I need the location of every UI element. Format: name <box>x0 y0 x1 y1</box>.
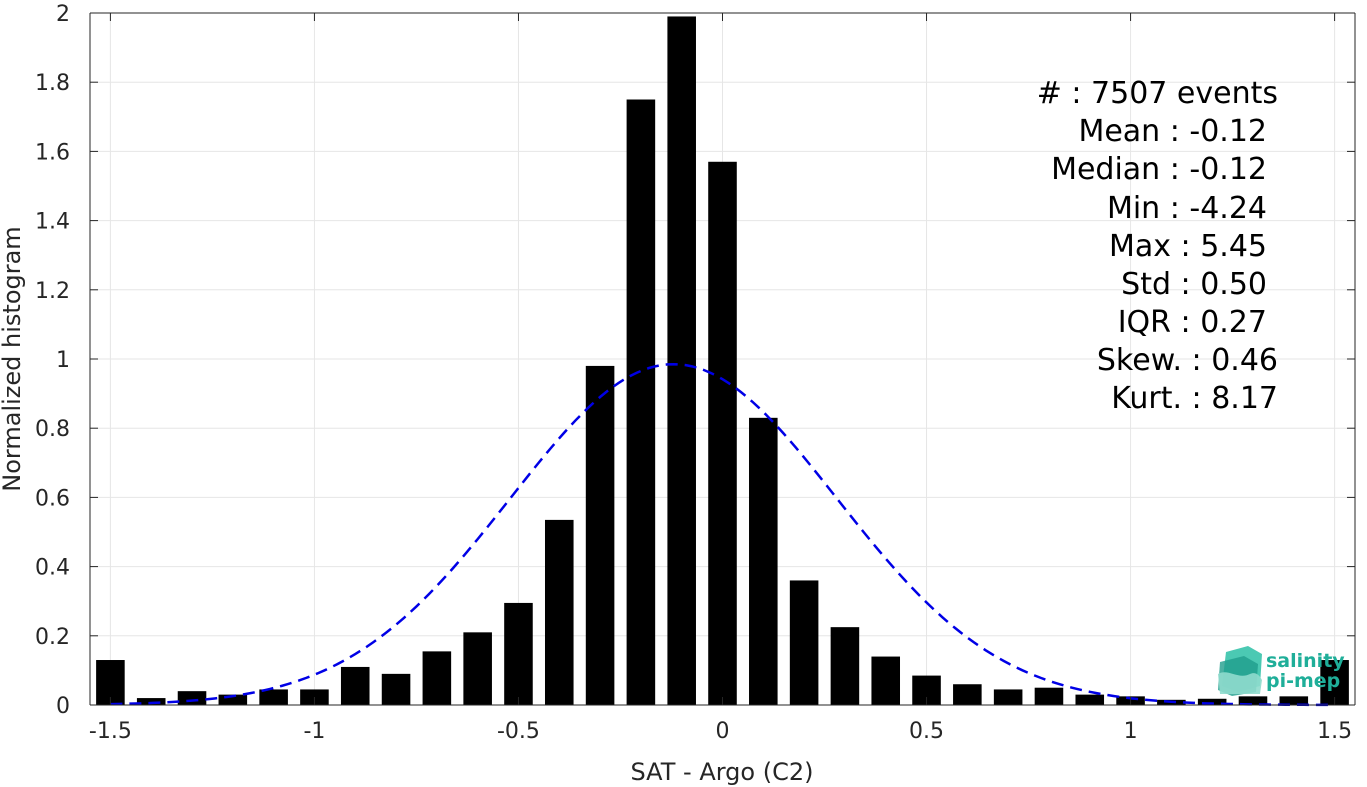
histogram-bar-18 <box>830 627 860 705</box>
stat-min: Min : -4.24 <box>1107 191 1267 226</box>
x-tick-label-3: 0 <box>716 719 730 744</box>
histogram-bar-6 <box>340 666 370 705</box>
histogram-bar-2 <box>177 691 207 705</box>
stat-kurt: Kurt. : 8.17 <box>1111 381 1278 416</box>
y-tick-label-0: 0 <box>56 694 70 719</box>
x-axis-label: SAT - Argo (C2) <box>631 758 814 786</box>
histogram-bar-3 <box>218 694 248 705</box>
logo-text-pimep: pi-mep <box>1266 670 1340 692</box>
histogram-bar-9 <box>463 632 492 705</box>
histogram-bar-13 <box>626 99 656 705</box>
histogram-bar-12 <box>585 365 615 705</box>
histogram-bar-8 <box>422 651 452 705</box>
y-tick-label-8: 1.6 <box>35 140 70 165</box>
x-tick-label-1: -1 <box>303 719 325 744</box>
x-tick-label-4: 0.5 <box>909 719 944 744</box>
histogram-bar-17 <box>789 580 819 705</box>
x-tick-label-6: 1.5 <box>1317 719 1352 744</box>
statistics-annotation: # : 7507 events Mean : -0.12 Median : -0… <box>1037 76 1278 416</box>
histogram-bar-1 <box>136 698 166 705</box>
y-axis-label: Normalized histogram <box>0 226 26 491</box>
histogram-bar-16 <box>749 417 778 705</box>
histogram-bar-23 <box>1034 687 1064 705</box>
histogram-bar-27 <box>1197 698 1227 705</box>
histogram-bar-29 <box>1279 696 1309 705</box>
histogram-bar-19 <box>871 656 901 705</box>
histogram-bar-15 <box>708 161 737 705</box>
histogram-bar-10 <box>504 602 533 705</box>
stat-median: Median : -0.12 <box>1051 152 1267 187</box>
histogram-bar-24 <box>1075 694 1105 705</box>
stat-skew: Skew. : 0.46 <box>1097 343 1278 378</box>
logo-text-salinity: salinity <box>1266 650 1345 672</box>
stat-max: Max : 5.45 <box>1109 229 1267 264</box>
y-tick-label-3: 0.6 <box>35 486 70 511</box>
stat-mean: Mean : -0.12 <box>1078 114 1267 149</box>
y-tick-label-9: 1.8 <box>35 71 70 96</box>
logo-mark-icon <box>1218 646 1262 696</box>
y-tick-label-5: 1 <box>56 348 70 373</box>
y-tick-label-10: 2 <box>56 2 70 27</box>
x-axis-ticks: -1.5 -1 -0.5 0 0.5 1 1.5 <box>89 13 1352 744</box>
histogram-bar-21 <box>953 684 982 705</box>
stat-std: Std : 0.50 <box>1121 267 1267 302</box>
histogram-bar-4 <box>259 689 288 705</box>
y-tick-label-4: 0.8 <box>35 417 70 442</box>
histogram-bar-22 <box>993 689 1023 705</box>
x-tick-label-5: 1 <box>1124 719 1138 744</box>
y-tick-label-6: 1.2 <box>35 279 70 304</box>
histogram-bar-11 <box>544 519 574 705</box>
stat-events: # : 7507 events <box>1037 76 1278 111</box>
y-tick-label-7: 1.4 <box>35 210 70 235</box>
y-tick-label-1: 0.2 <box>35 625 70 650</box>
histogram-bar-28 <box>1238 696 1268 705</box>
x-tick-label-2: -0.5 <box>497 719 540 744</box>
histogram-bar-14 <box>667 16 696 705</box>
salinity-pimep-logo: salinity pi-mep <box>1218 646 1345 696</box>
x-tick-label-0: -1.5 <box>89 719 132 744</box>
histogram-bar-7 <box>381 673 411 705</box>
y-tick-label-2: 0.4 <box>35 556 70 581</box>
stat-iqr: IQR : 0.27 <box>1118 305 1267 340</box>
y-axis-ticks: 0 0.2 0.4 0.6 0.8 1 1.2 1.4 1.6 1.8 2 <box>35 2 1355 719</box>
